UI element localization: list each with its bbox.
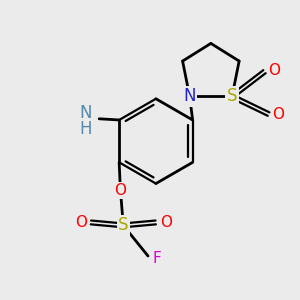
Text: O: O [268, 63, 280, 78]
Text: O: O [114, 183, 126, 198]
Text: N: N [183, 87, 196, 105]
Text: O: O [160, 215, 172, 230]
Text: H: H [80, 120, 92, 138]
Text: S: S [118, 216, 128, 234]
Text: F: F [152, 251, 161, 266]
Text: N: N [80, 104, 92, 122]
Text: O: O [273, 106, 285, 122]
Text: S: S [227, 87, 237, 105]
Text: O: O [75, 215, 87, 230]
